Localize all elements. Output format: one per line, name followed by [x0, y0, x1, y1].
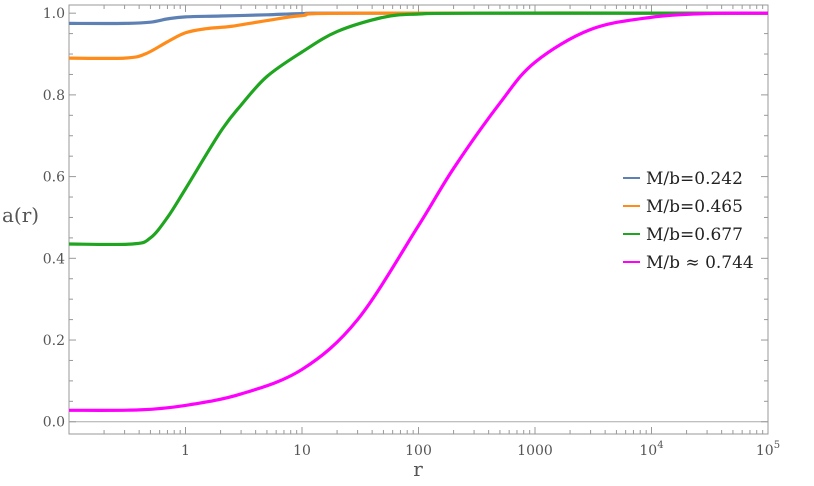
- x-tick-label-exponent: 4: [657, 440, 663, 451]
- y-tick-label: 0.4: [43, 251, 65, 267]
- x-tick-label-exponent: 5: [774, 440, 780, 451]
- plot-frame: [68, 4, 769, 435]
- legend-entry-label: M/b ≈ 0.744: [646, 253, 754, 273]
- series-line-1: [68, 11, 769, 61]
- y-tick-label: 0.0: [43, 415, 65, 431]
- x-tick-label: 105: [756, 440, 780, 459]
- y-tick-label: 0.2: [43, 333, 65, 349]
- series-line-2: [68, 11, 769, 247]
- x-axis-label: r: [413, 457, 423, 481]
- series-line-3: [68, 11, 769, 412]
- x-tick-label: 100: [405, 443, 432, 459]
- x-tick-label-base: 1: [181, 443, 190, 459]
- x-tick-label: 10: [293, 443, 311, 459]
- y-axis-label: a(r): [2, 203, 39, 227]
- series-lines: [68, 11, 769, 412]
- y-tick-label: 1.0: [43, 6, 65, 22]
- x-tick-label: 1000: [517, 443, 553, 459]
- y-tick-label: 0.6: [43, 170, 65, 186]
- x-tick-label: 1: [181, 443, 190, 459]
- x-tick-label-base: 10: [639, 443, 657, 459]
- x-tick-label-base: 100: [405, 443, 432, 459]
- legend: M/b=0.242 M/b=0.465 M/b=0.677 M/b ≈ 0.744: [623, 169, 754, 273]
- legend-entry-label: M/b=0.242: [646, 169, 743, 189]
- legend-entry-label: M/b=0.677: [646, 225, 743, 245]
- legend-entry-label: M/b=0.465: [646, 197, 743, 217]
- plot-border: [68, 4, 769, 435]
- y-tick-label: 0.8: [43, 88, 65, 104]
- x-tick-label-base: 10: [756, 443, 774, 459]
- x-tick-label-base: 10: [293, 443, 311, 459]
- x-tick-label-base: 1000: [517, 443, 553, 459]
- x-tick-label: 104: [639, 440, 663, 459]
